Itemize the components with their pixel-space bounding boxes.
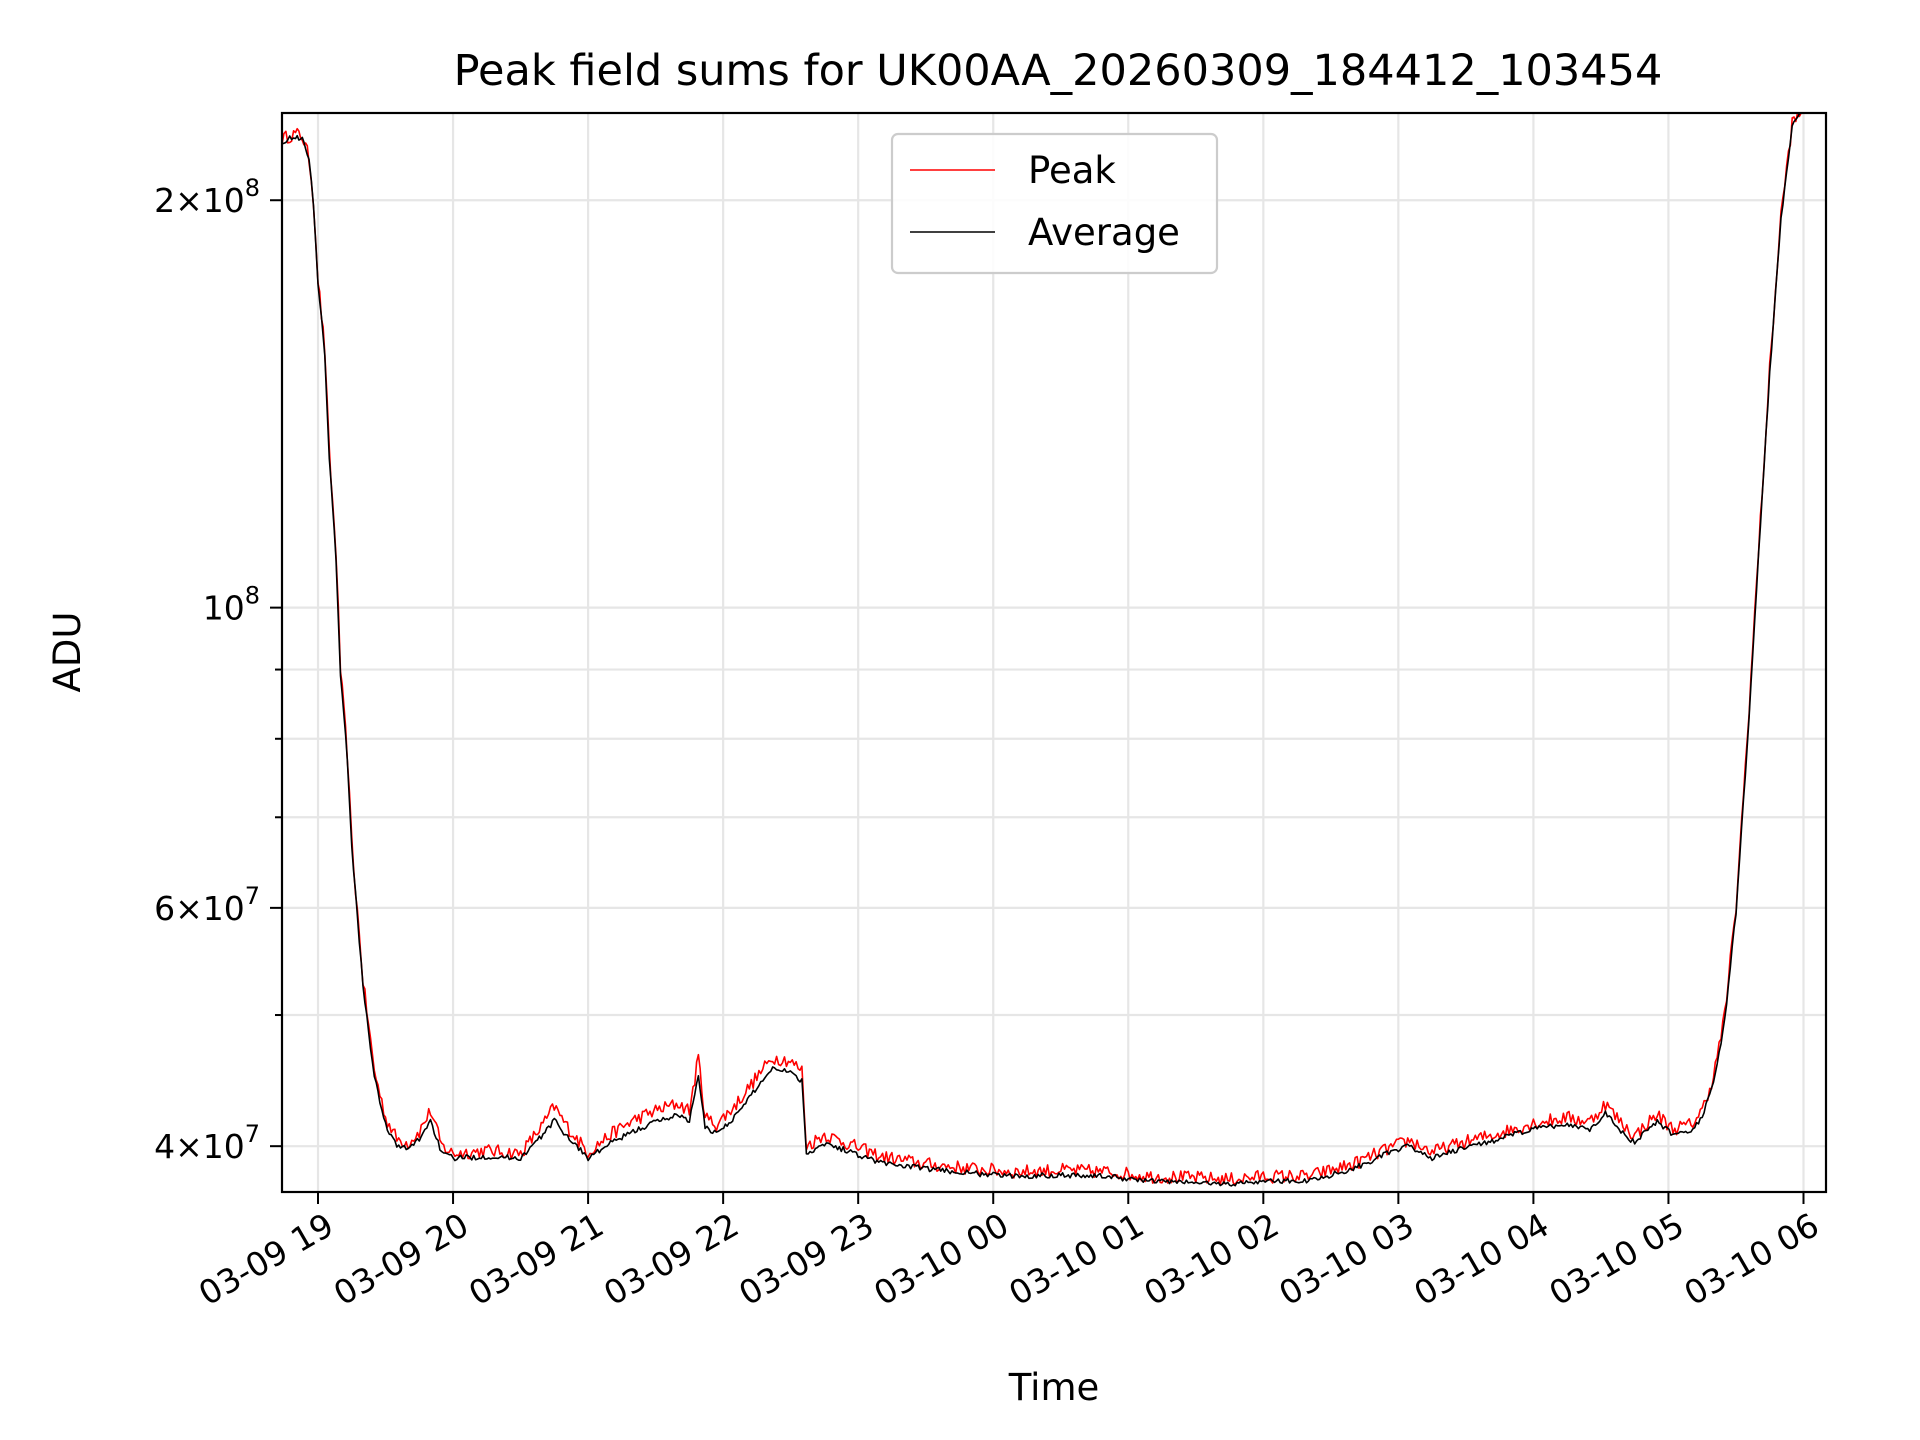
y-tick-label: 2×108 — [154, 174, 260, 220]
y-axis-label: ADU — [46, 612, 89, 693]
legend: Peak Average — [890, 132, 1219, 275]
y-tick-label: 6×107 — [154, 882, 260, 928]
y-tick-label: 4×107 — [154, 1120, 260, 1166]
plot-frame — [280, 111, 1828, 1194]
legend-label-average: Average — [1028, 211, 1180, 254]
chart-title: Peak field sums for UK00AA_20260309_1844… — [454, 46, 1663, 96]
plot-area — [282, 113, 1802, 1187]
y-axis: 4×107 6×107 108 2×108 — [154, 174, 282, 1166]
grid — [282, 113, 1826, 1192]
y-tick-label: 108 — [203, 582, 260, 628]
series-line-average — [282, 113, 1802, 1187]
series-line-peak — [282, 113, 1802, 1186]
legend-box — [890, 132, 1219, 275]
series-lines — [282, 113, 1802, 1187]
x-axis-label: Time — [1008, 1366, 1100, 1409]
legend-label-peak: Peak — [1028, 149, 1116, 192]
